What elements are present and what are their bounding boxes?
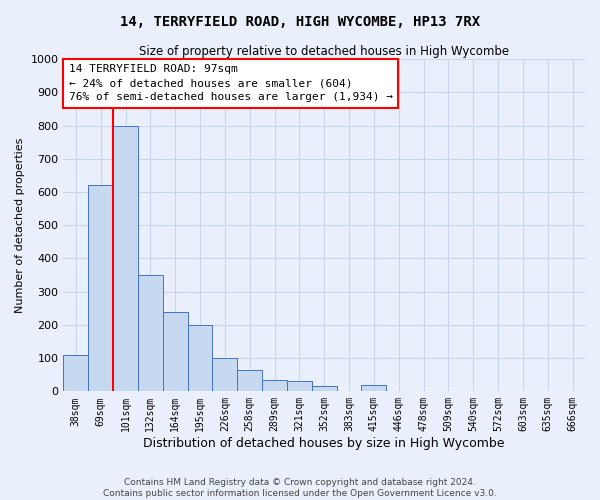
- Bar: [88, 186, 113, 392]
- Bar: [163, 312, 188, 392]
- Bar: [312, 386, 337, 392]
- Bar: [113, 126, 138, 392]
- Bar: [361, 384, 386, 392]
- X-axis label: Distribution of detached houses by size in High Wycombe: Distribution of detached houses by size …: [143, 437, 505, 450]
- Y-axis label: Number of detached properties: Number of detached properties: [15, 138, 25, 313]
- Text: 14, TERRYFIELD ROAD, HIGH WYCOMBE, HP13 7RX: 14, TERRYFIELD ROAD, HIGH WYCOMBE, HP13 …: [120, 15, 480, 29]
- Bar: [262, 380, 287, 392]
- Bar: [212, 358, 237, 392]
- Text: 14 TERRYFIELD ROAD: 97sqm
← 24% of detached houses are smaller (604)
76% of semi: 14 TERRYFIELD ROAD: 97sqm ← 24% of detac…: [68, 64, 392, 102]
- Text: Contains HM Land Registry data © Crown copyright and database right 2024.
Contai: Contains HM Land Registry data © Crown c…: [103, 478, 497, 498]
- Bar: [138, 275, 163, 392]
- Bar: [188, 325, 212, 392]
- Title: Size of property relative to detached houses in High Wycombe: Size of property relative to detached ho…: [139, 45, 509, 58]
- Bar: [287, 382, 312, 392]
- Bar: [237, 370, 262, 392]
- Bar: [64, 355, 88, 392]
